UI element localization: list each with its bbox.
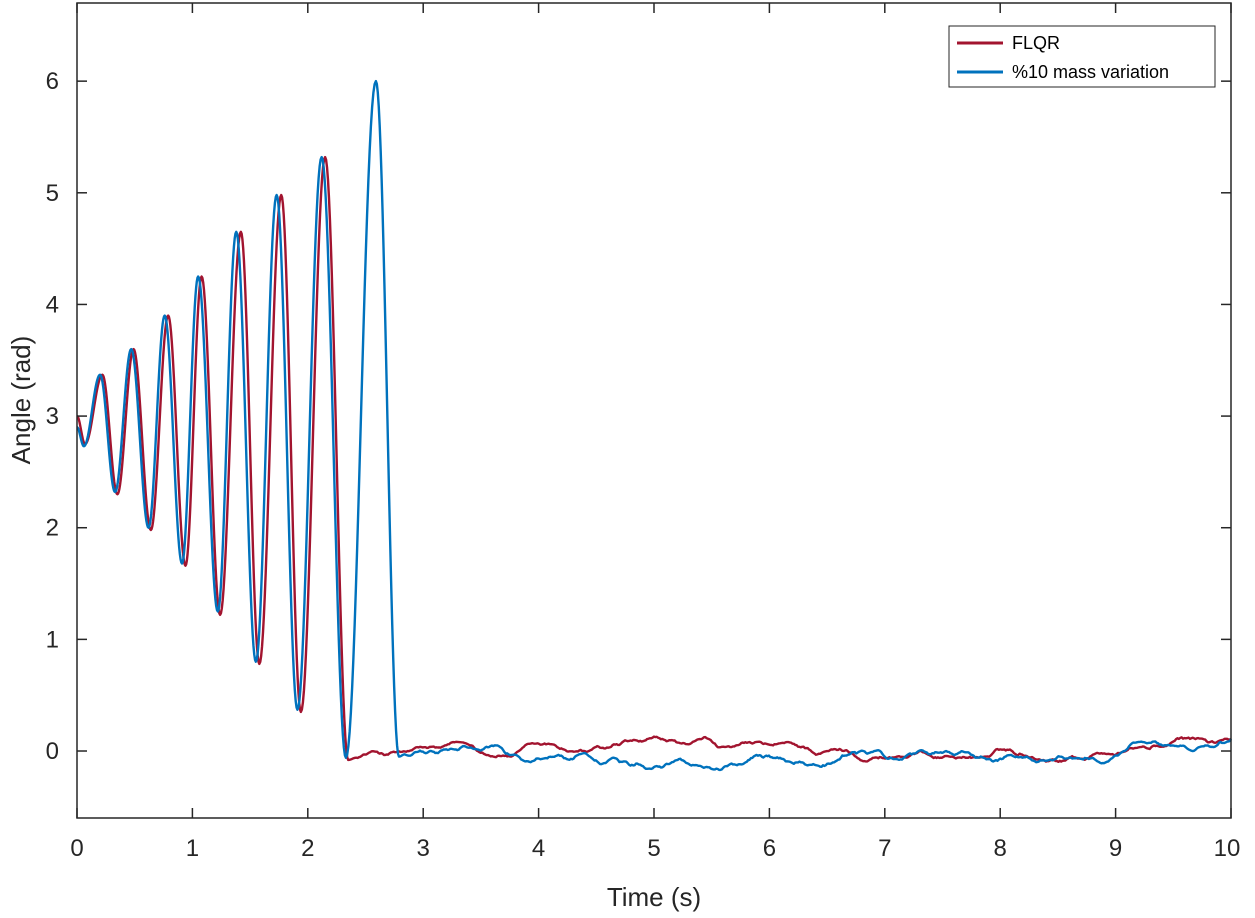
ticks-layer: 0 1 2 3 4 5 6 7 8 9 10 0 1 2 3 4 5 6 [46, 3, 1241, 862]
y-tick-label: 0 [46, 738, 59, 765]
x-tick-label: 3 [417, 835, 430, 862]
legend-label-flqr: FLQR [1012, 33, 1060, 53]
legend-box [948, 25, 1216, 88]
y-tick-label: 2 [46, 515, 59, 542]
x-tick-label: 1 [186, 835, 199, 862]
legend-label-mass-variation: %10 mass variation [1012, 62, 1169, 82]
y-axis-title: Angle (rad) [6, 336, 36, 465]
x-tick-label: 10 [1214, 835, 1241, 862]
x-tick-label: 8 [994, 835, 1007, 862]
legend: FLQR %10 mass variation [948, 25, 1216, 88]
y-tick-label: 3 [46, 403, 59, 430]
x-tick-label: 6 [763, 835, 776, 862]
x-tick-label: 0 [70, 835, 83, 862]
series-layer [76, 79, 1233, 772]
x-tick-label: 5 [647, 835, 660, 862]
x-tick-label: 4 [532, 835, 545, 862]
x-axis-title: Time (s) [607, 882, 701, 912]
y-tick-label: 5 [46, 180, 59, 207]
x-tick-label: 7 [878, 835, 891, 862]
plot-area [77, 3, 1231, 818]
y-tick-label: 4 [46, 291, 59, 318]
series-line-mass-variation [76, 79, 1233, 772]
series-line-flqr [76, 155, 1232, 764]
y-tick-label: 6 [46, 68, 59, 95]
x-tick-label: 9 [1109, 835, 1122, 862]
y-tick-label: 1 [46, 626, 59, 653]
x-tick-label: 2 [301, 835, 314, 862]
